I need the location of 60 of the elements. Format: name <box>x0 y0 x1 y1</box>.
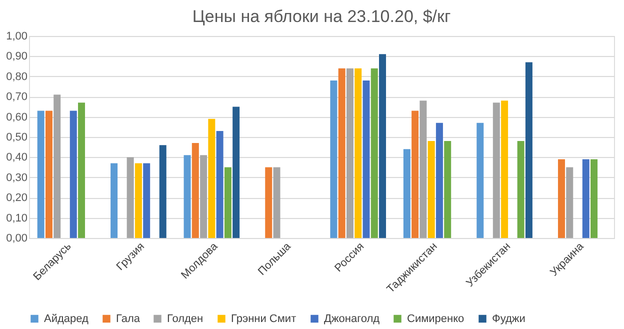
bar <box>126 157 134 238</box>
legend-label: Симиренко <box>407 312 464 325</box>
bar <box>566 167 574 238</box>
bar <box>273 167 280 238</box>
legend-label: Грэнни Смит <box>231 312 296 325</box>
y-tick-label: 0,60 <box>6 111 28 124</box>
bar <box>412 110 419 238</box>
bar <box>346 68 354 238</box>
bar <box>45 110 52 238</box>
bar <box>476 122 484 238</box>
bar <box>354 68 362 238</box>
bar <box>54 94 61 238</box>
legend-label: Голден <box>167 312 204 325</box>
legend-label: Гала <box>116 312 141 325</box>
bar <box>517 141 524 238</box>
bar <box>370 68 378 238</box>
bar <box>37 110 44 238</box>
bar <box>492 102 500 238</box>
bar <box>232 106 240 238</box>
chart-title: Цены на яблоки на 23.10.20, $/кг <box>192 7 451 26</box>
bar <box>265 167 272 238</box>
bar <box>143 163 150 238</box>
bar <box>200 155 208 238</box>
y-tick-label: 0,00 <box>6 232 28 244</box>
bar <box>192 143 199 238</box>
bar <box>525 62 532 238</box>
bar <box>558 159 565 238</box>
bar <box>379 54 386 238</box>
legend-label: Фуджи <box>492 312 526 325</box>
bar <box>403 149 410 238</box>
bar <box>78 102 86 238</box>
legend-label: Айдаред <box>44 312 90 325</box>
y-tick-label: 0,70 <box>6 91 28 104</box>
bar <box>224 167 232 238</box>
y-tick-label: 0,80 <box>6 70 28 83</box>
bar <box>216 130 224 238</box>
bar <box>110 163 118 238</box>
bar <box>184 155 191 238</box>
y-tick-label: 0,30 <box>6 172 28 184</box>
bar <box>582 159 590 238</box>
bar <box>428 141 435 238</box>
y-tick-label: 0,40 <box>6 152 28 164</box>
y-tick-label: 0,10 <box>6 212 28 224</box>
legend-label: Джонаголд <box>324 312 380 325</box>
y-tick-label: 0,50 <box>6 132 28 144</box>
y-tick-label: 0,90 <box>6 50 28 63</box>
bar <box>208 118 216 238</box>
bar <box>330 80 338 238</box>
y-tick-label: 1,00 <box>6 30 28 42</box>
y-tick-label: 0,20 <box>6 192 28 204</box>
bar <box>444 141 452 238</box>
bar <box>501 100 508 238</box>
bar <box>159 145 166 238</box>
bar <box>338 68 346 238</box>
bar <box>134 163 142 238</box>
bar <box>362 80 370 238</box>
bar <box>70 110 77 238</box>
bar <box>590 159 598 238</box>
bar <box>420 100 427 238</box>
bar <box>436 122 443 238</box>
